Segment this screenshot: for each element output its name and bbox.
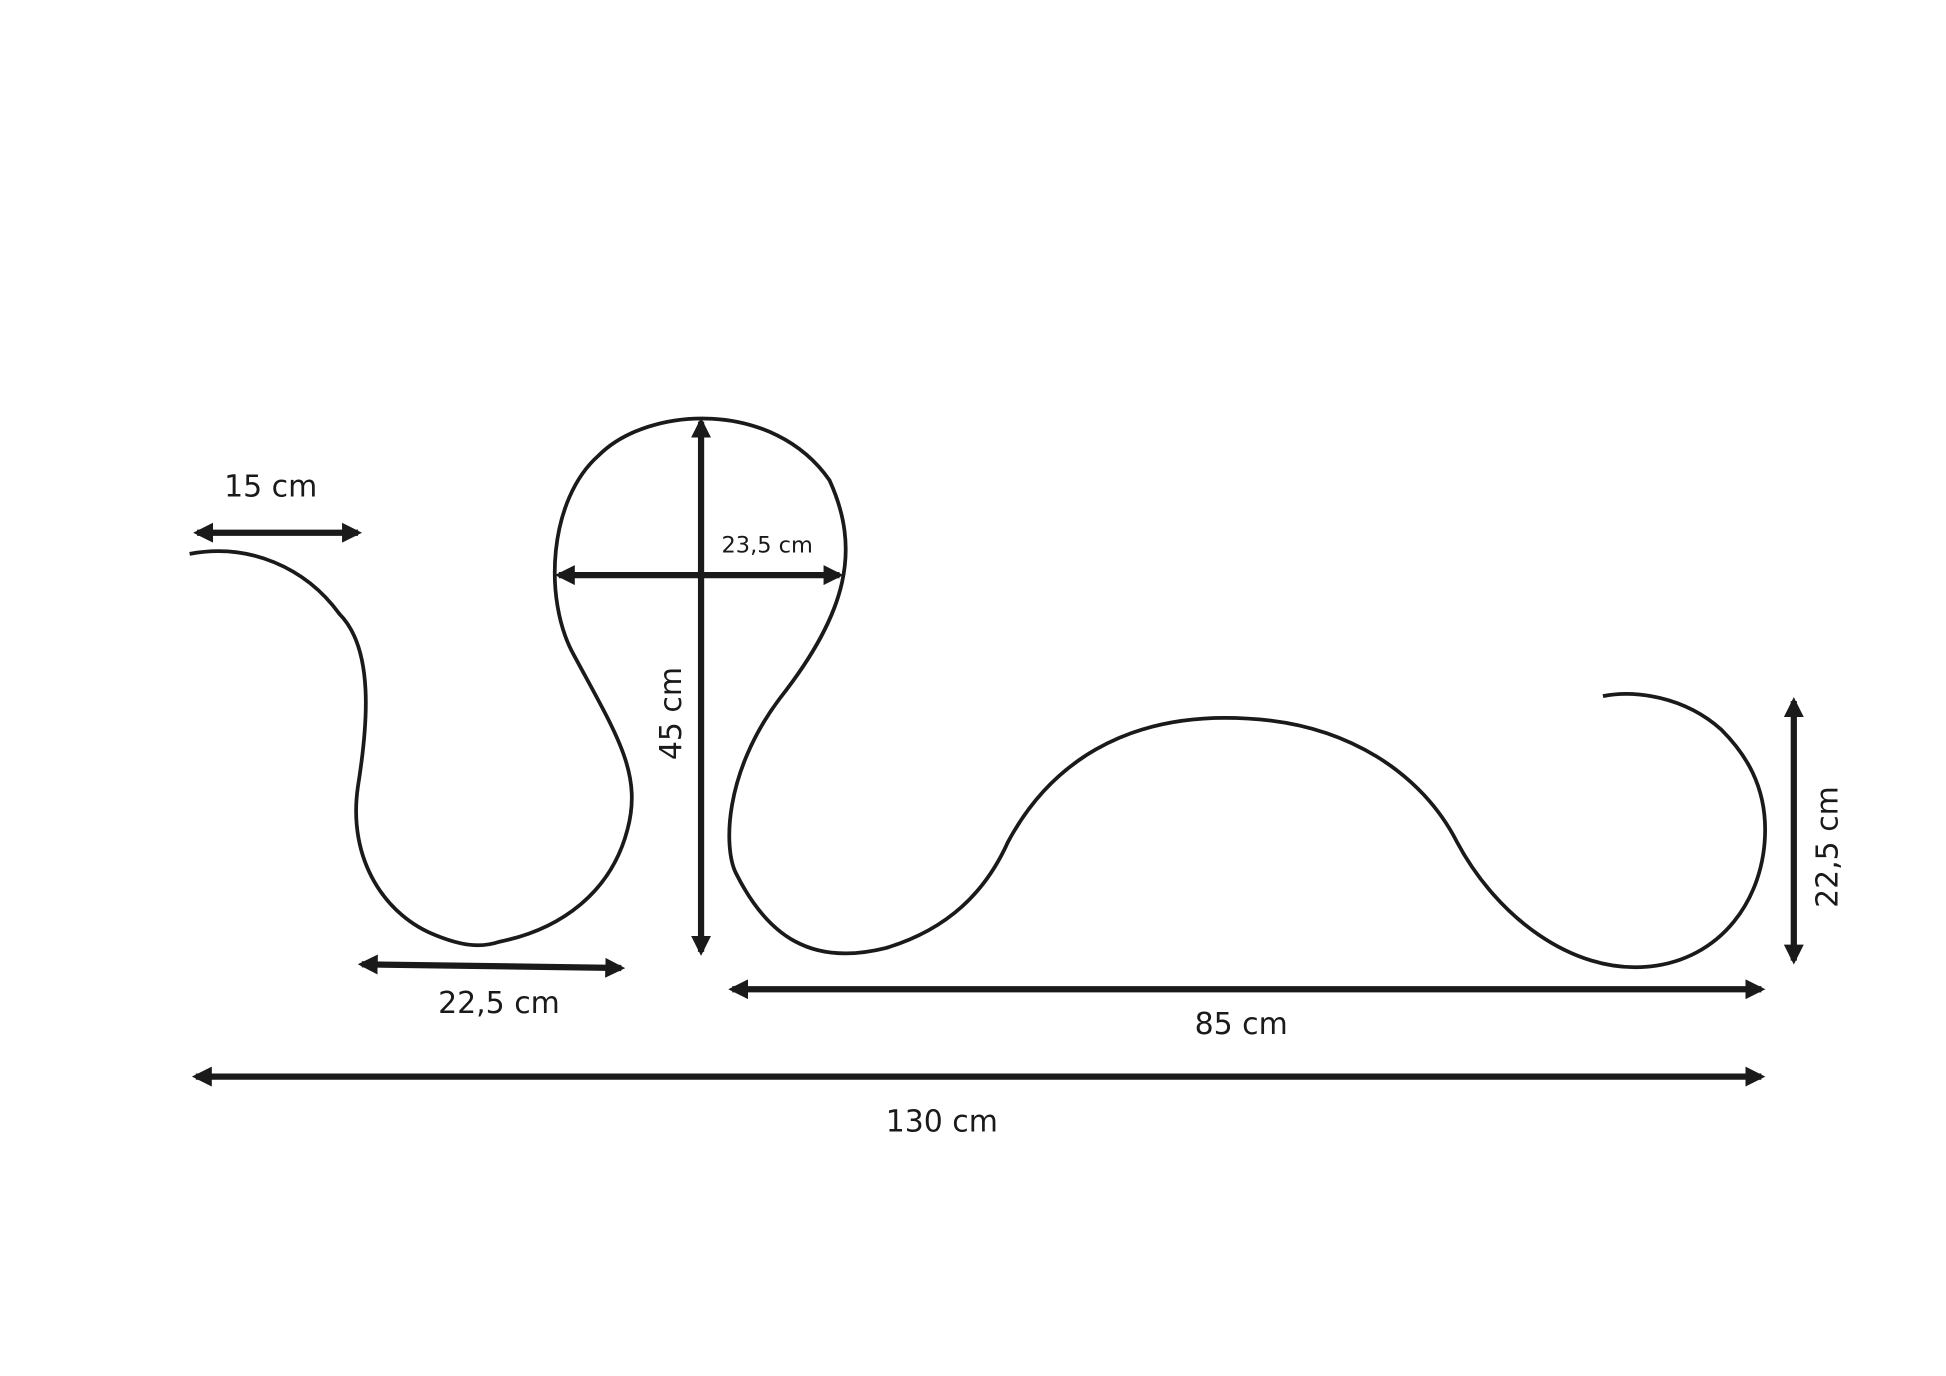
dimension-arrow-bottom-left [357,954,626,978]
dimension-label-loop-height: 45 cm [654,667,689,760]
dimension-label-85cm: 85 cm [1195,1007,1288,1042]
dimension-label-130cm: 130 cm [886,1104,998,1139]
dimension-label-right-height: 22,5 cm [1810,786,1845,908]
dimension-label-loop-width: 23,5 cm [722,533,813,559]
dimension-label-15cm: 15 cm [224,470,317,505]
dimension-label-bottom-left: 22,5 cm [438,986,560,1021]
wire-outline [189,416,1767,970]
